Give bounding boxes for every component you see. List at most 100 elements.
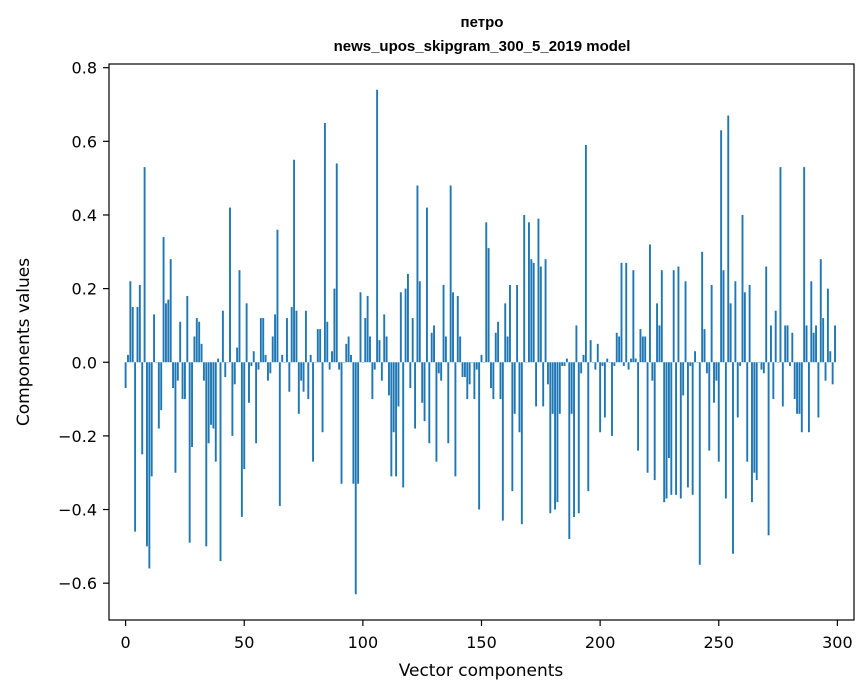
bar-216 — [637, 362, 640, 451]
bar-111 — [388, 362, 390, 396]
bar-82 — [319, 329, 322, 363]
bar-3 — [131, 307, 134, 363]
bar-81 — [316, 329, 319, 363]
bar-274 — [774, 310, 777, 363]
bar-109 — [383, 314, 386, 363]
bar-5 — [136, 307, 139, 363]
bar-75 — [302, 362, 305, 392]
bar-261 — [743, 292, 746, 363]
bar-192 — [580, 362, 583, 374]
chart-title-line-1: петро — [461, 14, 504, 31]
bar-158 — [499, 362, 502, 400]
bar-252 — [722, 270, 725, 363]
bar-257 — [734, 281, 737, 363]
bar-175 — [539, 266, 542, 363]
bar-200 — [599, 362, 602, 433]
bar-147 — [473, 362, 476, 400]
bar-230 — [670, 362, 673, 495]
bar-15 — [160, 362, 163, 411]
bar-144 — [466, 362, 469, 400]
bar-266 — [755, 362, 758, 481]
bar-44 — [229, 207, 231, 363]
bar-194 — [584, 145, 587, 363]
bar-242 — [698, 362, 701, 565]
bar-170 — [528, 222, 530, 363]
bar-255 — [729, 303, 732, 363]
plot-frame — [108, 63, 855, 621]
bar-246 — [708, 362, 711, 451]
bar-38 — [214, 362, 217, 462]
bar-286 — [803, 167, 806, 363]
bar-126 — [423, 362, 426, 422]
bar-155 — [492, 362, 495, 400]
bar-291 — [815, 325, 817, 363]
bar-20 — [172, 362, 175, 389]
bar-277 — [781, 362, 784, 407]
bar-167 — [520, 362, 523, 525]
bar-217 — [639, 329, 642, 363]
bar-298 — [831, 362, 834, 385]
bar-178 — [546, 362, 549, 385]
bar-153 — [487, 248, 490, 363]
bar-284 — [798, 362, 801, 414]
bar-220 — [646, 362, 649, 473]
bar-152 — [485, 222, 488, 363]
bar-53 — [250, 362, 253, 366]
bar-198 — [594, 362, 597, 370]
bar-70 — [290, 307, 293, 363]
bar-226 — [660, 270, 663, 363]
bar-279 — [786, 325, 789, 363]
bar-136 — [447, 362, 450, 444]
x-tick-label: 300 — [822, 633, 853, 652]
bar-23 — [179, 321, 182, 363]
bar-42 — [224, 362, 227, 377]
bar-238 — [689, 362, 692, 366]
x-tick-label: 50 — [234, 633, 254, 652]
bar-245 — [705, 362, 708, 374]
bar-165 — [516, 284, 519, 363]
bar-140 — [456, 295, 459, 363]
bar-148 — [475, 362, 478, 370]
bar-221 — [649, 244, 651, 363]
bar-132 — [437, 362, 440, 374]
bar-228 — [665, 362, 668, 499]
bar-276 — [779, 167, 782, 363]
bar-181 — [554, 362, 556, 510]
bar-49 — [240, 362, 243, 517]
x-tick-label: 100 — [348, 633, 379, 652]
bar-64 — [276, 229, 279, 363]
bar-164 — [513, 362, 516, 414]
bar-134 — [442, 284, 445, 363]
bar-259 — [739, 362, 742, 366]
bar-27 — [188, 362, 191, 543]
bar-219 — [644, 336, 647, 363]
bar-285 — [800, 362, 803, 433]
bar-218 — [641, 336, 644, 363]
bar-233 — [677, 266, 680, 363]
bar-295 — [824, 362, 827, 381]
bar-288 — [807, 362, 810, 433]
bar-19 — [169, 259, 172, 363]
bar-128 — [428, 362, 431, 444]
bar-89 — [335, 163, 338, 363]
bar-10 — [148, 362, 151, 569]
bar-115 — [397, 362, 400, 407]
bar-289 — [810, 281, 813, 363]
bar-55 — [255, 362, 258, 444]
bar-40 — [219, 362, 222, 562]
bar-271 — [767, 362, 770, 536]
bar-273 — [772, 362, 775, 400]
bar-150 — [480, 354, 483, 363]
bar-series — [124, 89, 836, 595]
bar-287 — [805, 325, 808, 363]
bar-39 — [217, 358, 220, 363]
bar-262 — [746, 362, 749, 462]
bar-105 — [373, 362, 376, 370]
bar-57 — [259, 318, 262, 363]
bar-84 — [323, 122, 326, 363]
bar-108 — [380, 362, 383, 381]
y-tick-label: 0.4 — [72, 206, 97, 225]
y-tick-label: −0.2 — [58, 427, 97, 446]
bar-234 — [679, 362, 682, 499]
